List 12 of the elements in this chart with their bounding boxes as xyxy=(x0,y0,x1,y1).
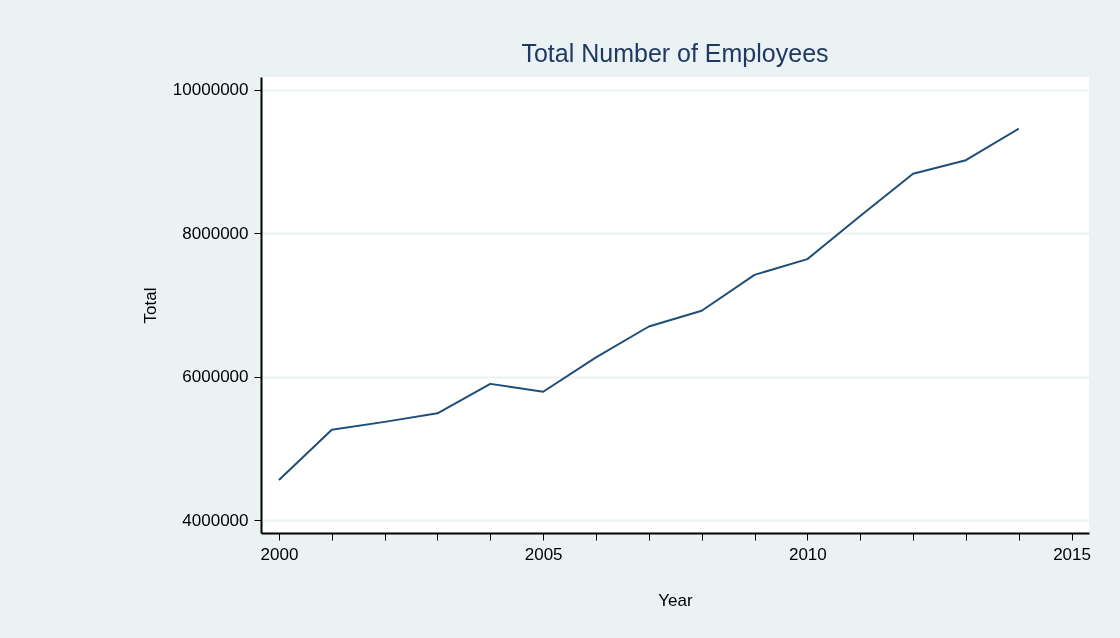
y-tick-label: 8000000 xyxy=(182,223,249,243)
line-series xyxy=(277,127,1020,481)
y-axis-title: Total xyxy=(140,287,160,324)
y-tick-label: 10000000 xyxy=(172,80,249,100)
y-tick-label: 6000000 xyxy=(182,367,249,387)
y-tick-label: 4000000 xyxy=(182,510,249,530)
x-tick-label: 2000 xyxy=(260,544,299,564)
x-tick-label: 2010 xyxy=(788,544,827,564)
chart-title: Total Number of Employees xyxy=(521,39,829,67)
x-axis-title: Year xyxy=(658,590,694,610)
x-tick-label: 2015 xyxy=(1053,544,1091,564)
x-tick-label: 2005 xyxy=(524,544,563,564)
